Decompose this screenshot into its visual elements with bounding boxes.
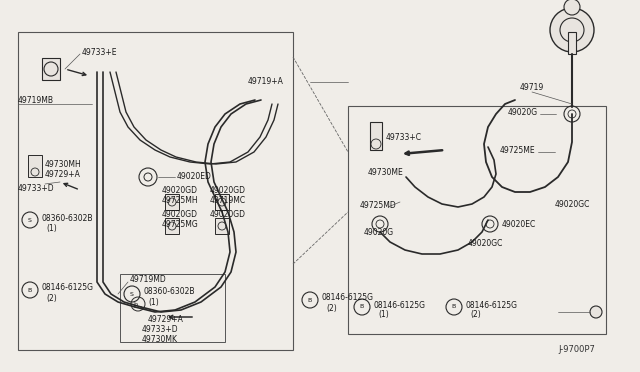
Text: 49020G: 49020G <box>508 108 538 116</box>
Text: 08146-6125G: 08146-6125G <box>322 294 374 302</box>
Bar <box>348 106 606 334</box>
Text: 49020GC: 49020GC <box>555 199 590 208</box>
Text: B: B <box>360 305 364 310</box>
Bar <box>215 194 229 210</box>
Text: 49730MH: 49730MH <box>45 160 82 169</box>
Text: 49020GC: 49020GC <box>468 240 504 248</box>
Text: 49020GD: 49020GD <box>210 209 246 218</box>
Text: B: B <box>452 305 456 310</box>
Text: 49020EC: 49020EC <box>502 219 536 228</box>
Circle shape <box>564 0 580 15</box>
Bar <box>215 218 229 234</box>
Text: 49020G: 49020G <box>364 228 394 237</box>
Text: (2): (2) <box>46 294 57 302</box>
Text: 49733+D: 49733+D <box>142 326 179 334</box>
Bar <box>165 194 179 210</box>
Text: 49020GD: 49020GD <box>162 209 198 218</box>
Text: 49719+A: 49719+A <box>248 77 284 86</box>
Text: 49729+A: 49729+A <box>148 315 184 324</box>
Text: 49719: 49719 <box>520 83 544 92</box>
Text: 49719MB: 49719MB <box>18 96 54 105</box>
Text: 08360-6302B: 08360-6302B <box>42 214 93 222</box>
Text: J-9700P7: J-9700P7 <box>558 346 595 355</box>
Bar <box>370 122 382 150</box>
Text: B: B <box>308 298 312 302</box>
Text: 49725MG: 49725MG <box>162 219 199 228</box>
Text: 49725ME: 49725ME <box>500 145 536 154</box>
Text: (1): (1) <box>46 224 57 232</box>
Text: S: S <box>28 218 32 222</box>
Text: 49020ED: 49020ED <box>177 171 212 180</box>
Text: 08146-6125G: 08146-6125G <box>374 301 426 310</box>
Bar <box>18 32 293 350</box>
Text: 49725MD: 49725MD <box>360 201 397 209</box>
Bar <box>568 32 576 54</box>
Text: 49020GD: 49020GD <box>210 186 246 195</box>
Text: 08146-6125G: 08146-6125G <box>466 301 518 310</box>
Circle shape <box>590 306 602 318</box>
Text: 49733+C: 49733+C <box>386 132 422 141</box>
Text: 49719MC: 49719MC <box>210 196 246 205</box>
Text: (2): (2) <box>470 311 481 320</box>
Text: 49725MH: 49725MH <box>162 196 198 205</box>
Bar <box>42 58 60 80</box>
Text: (1): (1) <box>378 311 388 320</box>
Bar <box>165 218 179 234</box>
Text: 49729+A: 49729+A <box>45 170 81 179</box>
Text: S: S <box>130 292 134 296</box>
Text: (1): (1) <box>148 298 159 307</box>
Bar <box>28 155 42 177</box>
Text: 49719MD: 49719MD <box>130 276 167 285</box>
Text: 49730MK: 49730MK <box>142 336 178 344</box>
Circle shape <box>550 8 594 52</box>
Bar <box>120 274 225 342</box>
Text: 49730ME: 49730ME <box>368 167 404 176</box>
Text: B: B <box>28 288 32 292</box>
Text: 08146-6125G: 08146-6125G <box>42 283 94 292</box>
Text: 49020GD: 49020GD <box>162 186 198 195</box>
Text: (2): (2) <box>326 304 337 312</box>
Text: b: b <box>133 301 137 307</box>
Text: 08360-6302B: 08360-6302B <box>144 288 195 296</box>
Text: 49733+E: 49733+E <box>82 48 118 57</box>
Text: 49733+D: 49733+D <box>18 183 54 192</box>
